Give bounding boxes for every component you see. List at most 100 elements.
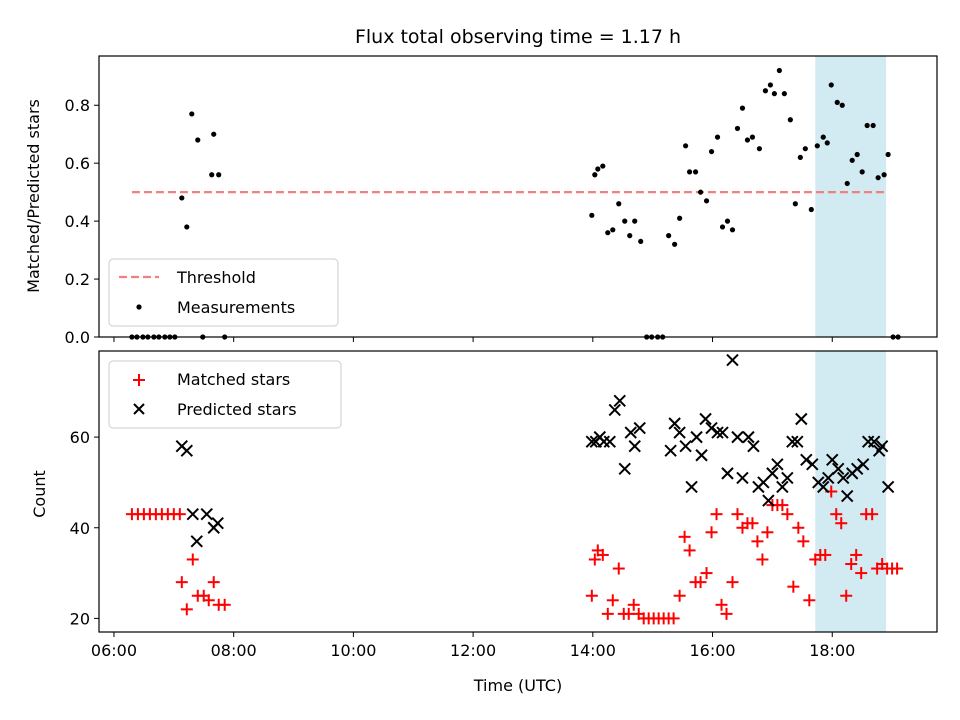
matched-point [787,580,800,593]
matched-point [667,612,680,625]
measurement-point [724,218,731,224]
measurement-point [666,233,672,239]
predicted-point [211,517,224,530]
measurement-point [859,169,865,175]
series-measurements [129,67,901,340]
predicted-point [180,444,193,457]
matched-point [596,548,609,561]
y-tick-label: 0.0 [65,328,90,347]
top-panel: 0.00.20.40.60.8 Matched/Predicted stars … [24,55,938,347]
predicted-point [628,439,641,453]
predicted-point [664,444,677,457]
matched-point [175,576,188,589]
x-tick-label: 08:00 [211,641,257,660]
measurement-point [616,201,622,207]
x-tick-label: 14:00 [570,641,616,660]
legend-predicted-swatch [133,403,145,415]
measurement-point [839,102,845,108]
x-tick-label: 12:00 [450,641,496,660]
measurement-point [854,151,860,158]
y-tick-label: 0.2 [65,270,90,289]
matched-point [202,594,215,607]
measurement-point [714,134,721,140]
x-tick-label: 16:00 [689,641,735,660]
predicted-point [695,449,708,462]
measurement-point [592,172,598,178]
predicted-point [685,480,698,494]
measurement-point [686,169,693,175]
matched-point [746,517,759,530]
predicted-point [699,412,712,426]
matched-point [180,603,193,616]
measurement-point [209,172,215,178]
matched-point [835,517,848,530]
predicted-point [747,439,760,453]
measurement-point [739,105,746,111]
measurement-point [844,180,850,187]
matched-point [627,598,640,611]
measurement-point [767,82,773,88]
x-tick-label: 10:00 [330,641,376,660]
matched-point [186,553,199,566]
measurement-point [787,117,793,123]
matched-point [726,576,739,589]
predicted-point [585,435,599,448]
measurement-point [749,134,756,140]
measurement-point [885,151,891,158]
predicted-point [766,467,779,480]
measurement-point [771,91,777,97]
measurement-point [814,143,820,149]
matched-point [803,594,816,607]
predicted-point [603,435,616,448]
predicted-point [736,471,749,485]
predicted-point [856,458,870,471]
measurement-point [834,99,840,105]
top-highlight-span [815,56,887,337]
measurement-point [189,111,195,117]
predicted-point [618,462,631,476]
matched-point [891,562,904,575]
predicted-point [881,480,895,494]
measurement-point [195,137,201,143]
predicted-point [624,426,637,439]
matched-point [830,508,843,521]
measurement-point [776,67,782,74]
bottom-x-ticks: 06:00 08:00 10:00 12:00 14:00 16:00 18:00 [91,632,855,660]
measurement-point [692,169,699,175]
predicted-point [613,394,626,408]
measurement-point [677,215,683,221]
measurement-point [632,218,638,224]
top-axes-frame [98,55,938,338]
predicted-point [850,462,864,476]
measurement-point [719,224,726,230]
y-tick-label: 0.8 [65,96,90,115]
measurement-point [824,140,830,146]
top-y-ticks: 0.0 0.2 0.4 0.6 0.8 [65,96,99,347]
predicted-point [726,353,739,367]
legend-matched-label: Matched stars [177,370,290,389]
predicted-point [800,453,813,466]
y-tick-label: 0.6 [65,154,90,173]
measurement-point [589,212,595,218]
y-tick-label: 40 [70,519,90,538]
measurement-point [184,224,190,230]
predicted-point [791,435,804,448]
predicted-point [716,426,729,439]
predicted-point [679,439,692,453]
predicted-point [721,467,734,480]
bottom-panel: 06:00 08:00 10:00 12:00 14:00 16:00 18:00 20 40… [30,350,938,695]
measurement-point [605,230,611,236]
matched-point [700,567,713,580]
measurement-point [600,163,606,169]
predicted-point [668,417,681,430]
x-tick-label: 06:00 [91,641,137,660]
predicted-point [190,535,203,548]
predicted-point [742,430,755,444]
measurement-point [708,148,715,155]
matched-point [776,499,789,512]
matched-point [761,526,774,539]
predicted-point [795,412,808,426]
chart-title: Flux total observing time = 1.17 h [355,26,681,48]
y-tick-label: 0.4 [65,212,90,231]
